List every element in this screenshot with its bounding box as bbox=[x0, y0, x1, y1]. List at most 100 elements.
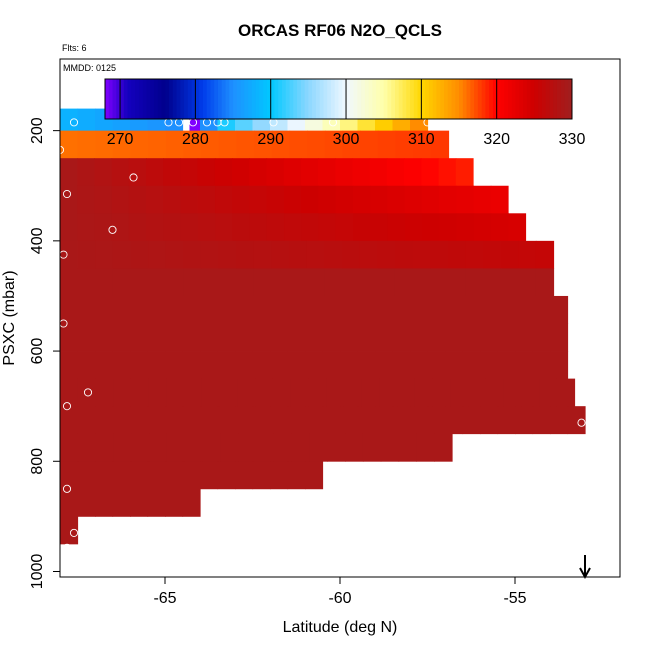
colorbar-swatch bbox=[236, 79, 242, 119]
heat-cell bbox=[386, 158, 405, 187]
heat-cell bbox=[146, 158, 164, 187]
colorbar-swatch bbox=[504, 79, 509, 119]
heat-cell bbox=[60, 433, 79, 462]
heat-cell bbox=[112, 461, 131, 490]
heat-cell bbox=[202, 433, 221, 462]
heat-cell bbox=[130, 406, 149, 435]
heat-cell bbox=[508, 213, 527, 242]
heat-cell bbox=[77, 268, 96, 297]
heat-cell bbox=[184, 378, 203, 407]
heat-cell bbox=[287, 323, 306, 352]
heat-cell bbox=[432, 378, 451, 407]
heat-cell bbox=[343, 378, 363, 407]
heat-cell bbox=[148, 240, 167, 269]
heat-cell bbox=[480, 295, 499, 324]
colorbar-swatch bbox=[425, 79, 430, 119]
colorbar-swatch bbox=[383, 79, 388, 119]
colorbar-swatch bbox=[263, 79, 268, 119]
colorbar-swatch bbox=[319, 79, 324, 119]
colorbar-swatch bbox=[379, 79, 385, 119]
heat-cell bbox=[515, 351, 534, 380]
heat-cell bbox=[60, 240, 79, 269]
heat-cell bbox=[112, 240, 132, 269]
colorbar-swatch bbox=[553, 79, 558, 119]
heat-cell bbox=[410, 323, 429, 352]
colorbar-swatch bbox=[394, 79, 400, 119]
colorbar-swatch bbox=[398, 79, 404, 119]
heat-cell bbox=[112, 268, 132, 297]
heat-cell bbox=[404, 185, 423, 214]
heat-cell bbox=[130, 378, 150, 407]
heat-cell bbox=[353, 213, 371, 242]
colorbar-swatch bbox=[217, 79, 223, 119]
heat-cell bbox=[445, 406, 464, 435]
heat-cell bbox=[357, 351, 376, 380]
heat-cell bbox=[200, 351, 219, 380]
heat-cell bbox=[236, 240, 255, 269]
colorbar-swatch bbox=[142, 79, 147, 119]
heat-cell bbox=[201, 240, 220, 269]
heat-cell bbox=[301, 213, 320, 242]
heat-cell bbox=[149, 433, 168, 462]
colorbar-swatch bbox=[410, 79, 415, 119]
heat-cell bbox=[215, 213, 234, 242]
colorbar-swatch bbox=[184, 79, 189, 119]
heat-cell bbox=[535, 268, 555, 297]
colorbar-swatch bbox=[440, 79, 445, 119]
colorbar-swatch bbox=[368, 79, 373, 119]
y-axis-label: PSXC (mbar) bbox=[1, 270, 18, 365]
heat-cell bbox=[447, 240, 466, 269]
colorbar-swatch bbox=[108, 79, 114, 119]
sample-point bbox=[62, 189, 72, 199]
heat-cell bbox=[200, 295, 219, 324]
heat-cell bbox=[473, 185, 492, 214]
colorbar-swatch bbox=[402, 79, 407, 119]
heat-cell bbox=[284, 185, 302, 214]
heat-cell bbox=[397, 378, 416, 407]
heat-cell bbox=[308, 378, 327, 407]
heat-cell bbox=[266, 158, 285, 187]
heat-cell bbox=[95, 323, 114, 352]
heat-cell bbox=[130, 461, 149, 490]
heat-cell bbox=[503, 378, 522, 407]
heat-cell bbox=[515, 406, 534, 435]
colorbar-swatch bbox=[251, 79, 257, 119]
colorbar-swatch bbox=[428, 79, 434, 119]
heat-cell bbox=[362, 433, 382, 462]
heat-cell bbox=[318, 158, 336, 187]
colorbar-swatch bbox=[436, 79, 441, 119]
heat-cell bbox=[532, 323, 551, 352]
colorbar-swatch bbox=[150, 79, 155, 119]
heat-cell bbox=[340, 406, 359, 435]
heat-cell bbox=[165, 406, 184, 435]
heat-cell bbox=[412, 240, 431, 269]
heat-cell bbox=[60, 323, 79, 352]
heat-cell bbox=[427, 351, 446, 380]
heat-cell bbox=[128, 213, 147, 242]
colorbar-swatch bbox=[240, 79, 245, 119]
heat-cell bbox=[462, 323, 481, 352]
sample-point bbox=[83, 388, 93, 397]
heat-cell bbox=[532, 351, 551, 380]
heat-cell bbox=[427, 295, 446, 324]
colorbar-swatch bbox=[519, 79, 524, 119]
heat-cell bbox=[392, 406, 411, 435]
heat-cell bbox=[183, 130, 202, 159]
heat-cell bbox=[236, 268, 255, 297]
heat-cell bbox=[468, 378, 487, 407]
heat-cell bbox=[218, 240, 237, 269]
heat-cell bbox=[112, 323, 131, 352]
heat-cell bbox=[94, 158, 113, 187]
colorbar-swatch bbox=[541, 79, 547, 119]
heat-cell bbox=[270, 461, 289, 490]
heat-cell bbox=[305, 461, 324, 490]
heat-cell bbox=[485, 378, 505, 407]
heat-cell bbox=[550, 351, 569, 380]
colorbar-swatch bbox=[165, 79, 170, 119]
colorbar-swatch bbox=[206, 79, 211, 119]
heat-cell bbox=[438, 158, 457, 187]
heat-cell bbox=[357, 323, 376, 352]
heat-cell bbox=[483, 240, 502, 269]
sample-point bbox=[129, 173, 138, 182]
